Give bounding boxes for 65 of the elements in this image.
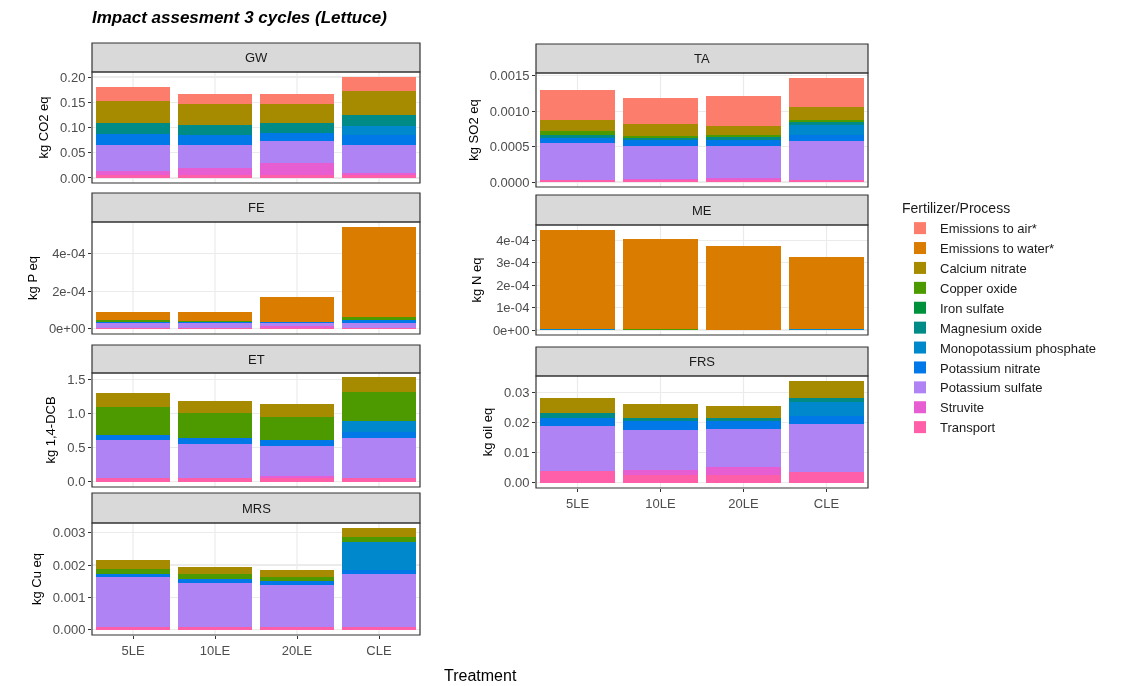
chart-title: MRS xyxy=(242,501,272,516)
y-axis-title: kg SO2 eq xyxy=(465,99,481,161)
text: Impact assesment 3 cycles (Lettuce) xyxy=(92,8,388,27)
y-tick-label: 0.15 xyxy=(60,94,86,110)
legend-label: Iron sulfate xyxy=(940,300,1005,316)
y-tick-label: 0.0 xyxy=(67,474,86,490)
legend-label: Magnesium oxide xyxy=(940,320,1042,336)
x-axis-title: Treatment xyxy=(444,667,517,684)
y-tick-label: 1e-04 xyxy=(496,300,530,316)
y-tick-label: 0.02 xyxy=(504,415,530,431)
y-axis-title: kg 1,4-DCB xyxy=(43,396,59,464)
y-tick-label: 0.0005 xyxy=(489,139,530,155)
y-tick-label: 0.20 xyxy=(60,69,86,85)
y-axis-title: kg oil eq xyxy=(480,407,496,457)
y-tick-label: 0.002 xyxy=(52,557,86,573)
legend-label: Transport xyxy=(940,420,996,436)
y-tick-label: 0.10 xyxy=(60,120,86,136)
y-tick-label: 1.5 xyxy=(67,372,86,388)
y-tick-label: 4e-04 xyxy=(496,232,530,248)
y-tick-label: 0.03 xyxy=(504,385,530,401)
y-tick-label: 0.000 xyxy=(52,622,86,638)
y-tick-label: 0.003 xyxy=(52,525,86,541)
y-axis-title: kg CO2 eq xyxy=(36,96,52,159)
y-tick-label: 0.0000 xyxy=(489,174,530,190)
x-tick-label: 5LE xyxy=(565,495,590,511)
y-axis-title: kg Cu eq xyxy=(28,552,44,606)
legend-label: Monopotassium phosphate xyxy=(940,340,1097,356)
legend-label: Emissions to water* xyxy=(940,241,1055,257)
y-tick-label: 4e-04 xyxy=(52,245,86,261)
x-tick-label: 10LE xyxy=(199,642,231,658)
chart-title: GW xyxy=(245,50,269,65)
chart-title: TA xyxy=(694,51,710,66)
chart-title: FE xyxy=(248,200,265,215)
y-tick-label: 2e-04 xyxy=(496,277,530,293)
chart-title: ET xyxy=(248,352,265,367)
x-tick-label: 20LE xyxy=(281,642,313,658)
y-tick-label: 1.0 xyxy=(67,406,86,422)
y-tick-label: 0.5 xyxy=(67,440,86,456)
x-tick-label: CLE xyxy=(813,495,840,511)
x-tick-label: CLE xyxy=(366,642,392,658)
x-tick-label: 5LE xyxy=(121,642,145,658)
y-tick-label: 0.00 xyxy=(504,475,530,491)
y-tick-label: 0e+00 xyxy=(48,321,86,337)
y-tick-label: 0.00 xyxy=(60,170,86,186)
x-tick-label: 10LE xyxy=(645,495,676,511)
legend-label: Potassium nitrate xyxy=(940,360,1041,376)
y-tick-label: 0.05 xyxy=(60,145,86,161)
legend-label: Calcium nitrate xyxy=(940,261,1027,277)
y-tick-label: 0.0010 xyxy=(489,103,530,119)
y-axis-title: kg N eq xyxy=(468,257,484,303)
legend-label: Emissions to air* xyxy=(940,221,1037,237)
chart-title: ME xyxy=(692,203,712,218)
chart-title: FRS xyxy=(689,354,716,369)
y-axis-title: kg P eq xyxy=(24,256,40,300)
legend-title: Fertilizer/Process xyxy=(902,200,1011,217)
legend-label: Copper oxide xyxy=(940,280,1018,296)
y-tick-label: 0e+00 xyxy=(492,322,530,338)
y-tick-label: 3e-04 xyxy=(496,255,530,271)
y-tick-label: 0.001 xyxy=(52,590,86,605)
y-tick-label: 2e-04 xyxy=(52,283,86,299)
y-tick-label: 0.0015 xyxy=(489,68,530,84)
x-tick-label: 20LE xyxy=(728,495,759,511)
y-tick-label: 0.01 xyxy=(504,445,530,461)
legend-label: Struvite xyxy=(940,400,985,416)
legend-label: Potassium sulfate xyxy=(940,380,1043,396)
